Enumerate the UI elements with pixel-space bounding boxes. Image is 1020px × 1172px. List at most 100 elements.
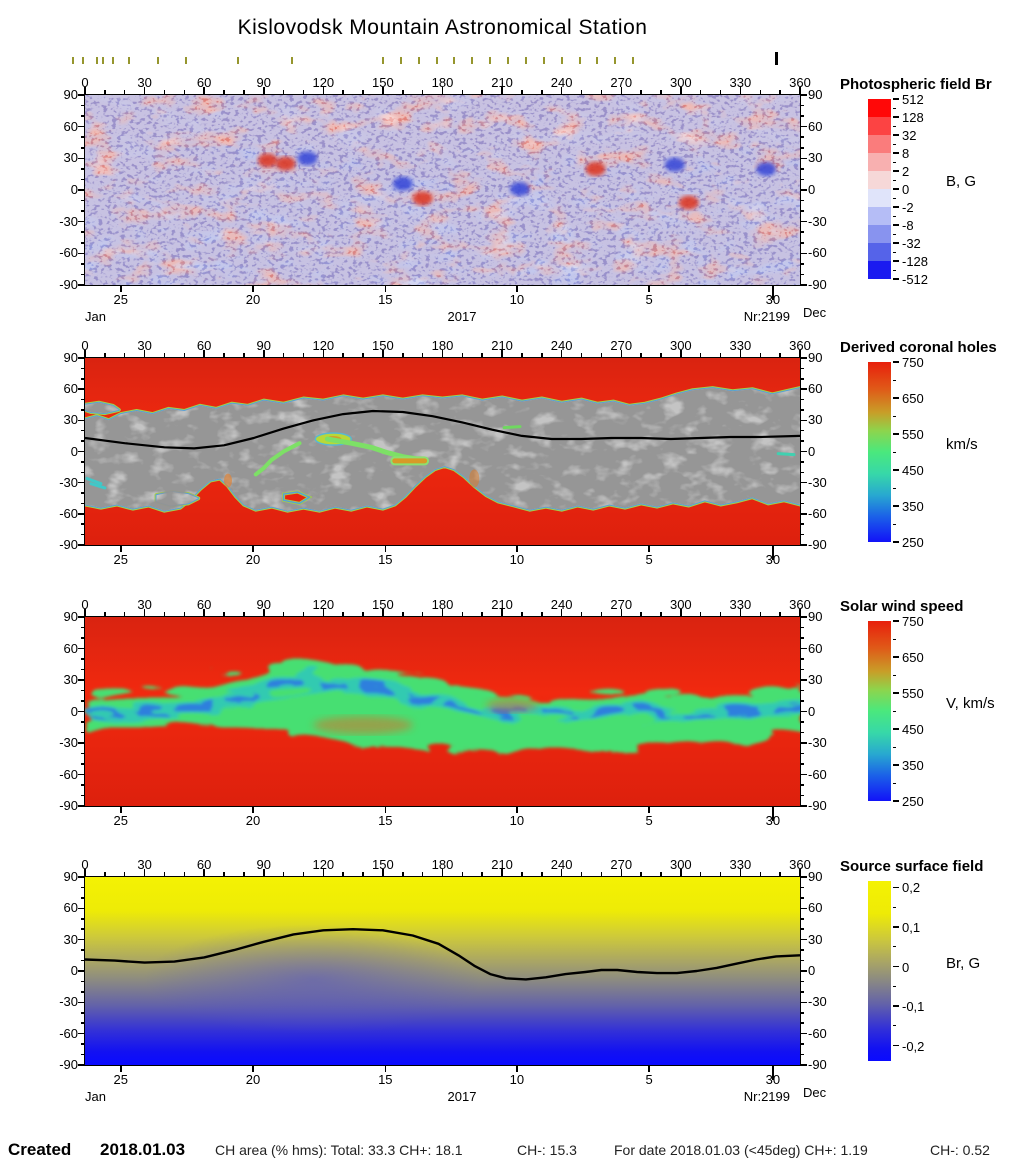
lat-tick (801, 115, 804, 117)
lat-tick (801, 157, 807, 160)
lat-tick (81, 784, 84, 786)
lon-tick (362, 872, 364, 876)
colorbar-minor-tick (893, 379, 896, 381)
colorbar-tick-label: 550 (902, 427, 924, 442)
date-tick (648, 546, 650, 552)
lat-tick (801, 357, 807, 359)
lon-tick (799, 609, 801, 616)
lon-tick (302, 872, 305, 876)
event-tick (560, 57, 563, 64)
lon-tick (223, 872, 225, 876)
lon-tick (421, 612, 424, 616)
lat-tick (81, 626, 84, 629)
lat-tick (78, 1064, 84, 1066)
lon-tick (680, 87, 682, 94)
colorbar-minor-tick (893, 946, 896, 948)
lon-tick (719, 612, 722, 616)
colorbar-source-surface (868, 881, 891, 1061)
colorbar-minor-tick (893, 415, 896, 417)
lat-tick (801, 252, 807, 255)
lon-tick (84, 869, 86, 876)
colorbar-tick-label: 8 (902, 146, 910, 161)
lon-tick (382, 350, 384, 357)
lat-tick (78, 125, 84, 128)
colorbar-tick (893, 188, 899, 190)
lat-tick (78, 773, 84, 776)
lat-tick (801, 1053, 804, 1056)
lat-tick-label-left: -60 (59, 245, 78, 261)
lon-tick (660, 612, 662, 616)
date-tick-label: 20 (245, 1072, 261, 1087)
lon-tick (461, 872, 464, 876)
lat-tick-label-right: 0 (808, 443, 816, 459)
lon-tick (640, 90, 642, 94)
lat-tick-label-left: -30 (59, 213, 78, 229)
date-tick (252, 286, 254, 292)
lon-tick (739, 609, 742, 616)
lat-tick (801, 104, 804, 107)
lat-tick (801, 409, 804, 411)
lon-tick (402, 353, 404, 357)
lat-tick (801, 805, 807, 807)
created-label: Created (8, 1140, 72, 1159)
lat-tick (81, 115, 84, 117)
lat-tick-label-right: 60 (808, 381, 823, 397)
lon-tick-label: 60 (196, 338, 212, 353)
colorbar-minor-tick (893, 161, 896, 163)
lon-tick (580, 612, 583, 616)
colorbar-tick (893, 620, 899, 622)
lon-tick (560, 609, 563, 616)
lat-tick (801, 94, 807, 96)
lat-tick (801, 658, 804, 660)
lon-tick (84, 350, 86, 357)
lon-tick-label: 60 (196, 75, 212, 90)
lon-tick (680, 350, 682, 357)
colorbar-solar-wind (868, 621, 891, 801)
lat-tick-label-left: 90 (63, 350, 78, 365)
colorbar-minor-tick (893, 451, 896, 453)
colorbar-minor-tick (893, 233, 896, 235)
colorbar-minor-tick (893, 125, 896, 127)
colorbar-tick (893, 134, 899, 136)
lon-tick (799, 87, 801, 94)
lat-tick (801, 1001, 807, 1004)
lon-tick (362, 353, 364, 357)
date-tick (252, 807, 254, 813)
lat-tick-label-left: 60 (63, 381, 78, 397)
date-tick-label: 25 (113, 552, 128, 567)
lon-tick (541, 612, 543, 616)
colorbar-tick-label: 650 (902, 391, 924, 406)
lat-tick (81, 918, 84, 920)
lon-tick-label: 300 (669, 338, 692, 353)
lat-tick (81, 1053, 84, 1056)
lon-tick-label: 0 (81, 338, 89, 353)
date-tick-label: 15 (378, 552, 393, 567)
month-right-label: Dec (803, 305, 827, 320)
month-left-label: Jan (85, 309, 106, 324)
lon-tick (223, 612, 225, 616)
lat-tick (81, 658, 84, 660)
lon-tick (243, 872, 245, 876)
lat-tick-label-left: -90 (59, 537, 78, 552)
colorbar-minor-tick (893, 523, 896, 525)
colorbar-tick-label: -32 (902, 236, 921, 251)
for-date-ch-plus: For date 2018.01.03 (<45deg) CH+: 1.19 (614, 1142, 868, 1158)
event-tick (399, 57, 402, 64)
date-tick-label: 20 (245, 552, 261, 567)
colorbar-tick (893, 397, 899, 399)
lon-tick-label: 0 (81, 75, 89, 90)
lat-tick (78, 157, 84, 160)
lon-tick (322, 869, 325, 876)
colorbar-tick-label: 0 (902, 959, 910, 975)
lon-tick (203, 350, 205, 357)
event-tick (578, 57, 581, 64)
lat-tick (801, 721, 804, 723)
colorbar-tick (893, 965, 899, 968)
colorbar-minor-tick (893, 1025, 896, 1027)
colorbar-tick-label: 750 (902, 614, 924, 629)
lat-tick-label-left: 0 (70, 182, 78, 197)
lon-tick (104, 872, 106, 876)
lat-tick-label-right: 60 (808, 640, 823, 656)
lat-tick-label-right: -30 (808, 474, 827, 490)
date-tick (648, 807, 650, 813)
